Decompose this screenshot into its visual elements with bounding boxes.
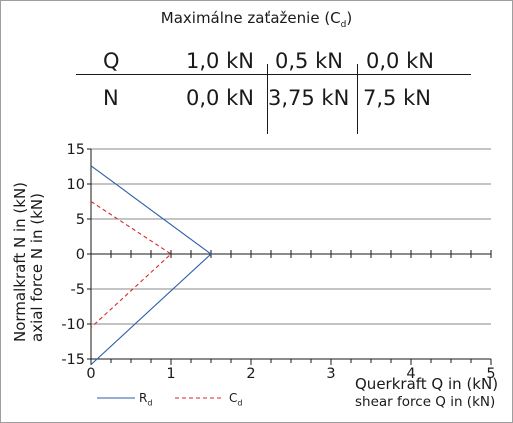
y-tick-label: 0 — [76, 247, 85, 263]
cell-q-3: 0,0 kN — [366, 49, 434, 73]
x-tick-label: 2 — [246, 366, 255, 382]
y-tick-label: -5 — [71, 282, 85, 298]
table-column-line-1 — [267, 64, 268, 134]
legend-label-rd: Rd — [139, 391, 152, 407]
x-tick-label: 4 — [406, 366, 415, 382]
cell-n-3: 7,5 kN — [363, 86, 431, 110]
y-tick-label: 5 — [76, 212, 85, 228]
table-column-line-2 — [357, 64, 358, 134]
series-line-1 — [90, 201, 172, 328]
cell-q-1: 1,0 kN — [186, 49, 254, 73]
cell-n-1: 0,0 kN — [186, 86, 254, 110]
row-label-n: N — [103, 86, 119, 110]
row-label-q: Q — [103, 49, 120, 73]
table-title-subscript: d — [340, 20, 347, 30]
table-title-text: Maximálne zaťaženie (C — [160, 9, 341, 27]
y-tick-label: 10 — [67, 177, 85, 193]
table-title: Maximálne zaťaženie (Cd) — [0, 9, 513, 30]
table-divider — [76, 74, 471, 75]
y-tick-label: 15 — [67, 142, 85, 158]
cell-n-2: 3,75 kN — [268, 86, 350, 110]
x-tick-label: 1 — [166, 366, 175, 382]
y-tick-label: -15 — [61, 352, 85, 368]
x-axis-label-english: shear force Q in (kN) — [355, 394, 496, 410]
y-axis-label-english: axial force N in (kN) — [28, 193, 46, 342]
cell-q-2: 0,5 kN — [275, 49, 343, 73]
x-tick-label: 0 — [86, 366, 95, 382]
legend-label-rd-name: R — [139, 391, 148, 405]
y-tick-label: -10 — [61, 317, 85, 333]
x-axis-label: Querkraft Q in (kN) — [355, 375, 499, 393]
legend-label-cd-sub: d — [237, 398, 243, 408]
y-axis-label: Normalkraft N in (kN) — [11, 181, 29, 342]
legend-label-cd: Cd — [229, 391, 242, 407]
legend-label-cd-name: C — [229, 391, 238, 405]
series-line-0 — [90, 165, 212, 366]
x-tick-label: 5 — [486, 366, 495, 382]
legend-label-rd-sub: d — [147, 398, 153, 408]
x-tick-label: 3 — [326, 366, 335, 382]
table-title-close: ) — [346, 9, 353, 27]
